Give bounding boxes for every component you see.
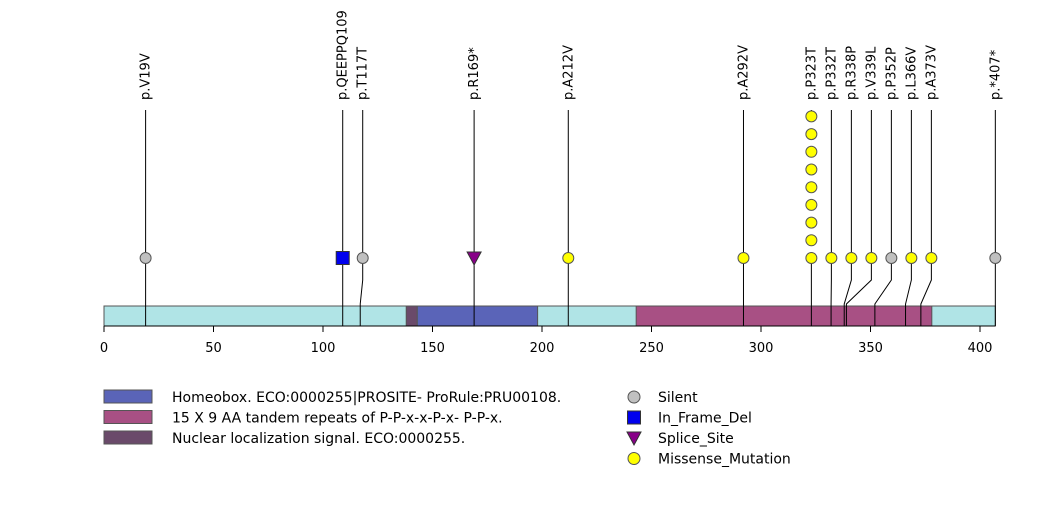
legend-type-label: Missense_Mutation	[658, 452, 791, 468]
domain-0	[417, 306, 537, 326]
legend-domain-swatch	[104, 411, 152, 424]
mutation-marker	[866, 253, 877, 264]
mutation-marker	[926, 253, 937, 264]
domain-1	[406, 306, 417, 326]
tick-label: 400	[968, 341, 993, 356]
mutation-label: p.A212V	[561, 45, 576, 100]
mutation-marker	[738, 253, 749, 264]
mutation-label: p.A373V	[924, 45, 939, 100]
mutation-label: p.T117T	[356, 47, 371, 100]
tick-label: 0	[100, 341, 108, 356]
legend-type-label: Silent	[658, 390, 698, 406]
tick-label: 100	[311, 341, 336, 356]
mutation-marker	[336, 252, 349, 265]
legend-type-swatch	[628, 411, 641, 424]
legend-domain-label: Nuclear localization signal. ECO:0000255…	[172, 431, 465, 447]
mutation-marker	[806, 129, 817, 140]
mutation-marker	[886, 253, 897, 264]
legend-type-swatch	[627, 432, 641, 445]
legend-domain-swatch	[104, 390, 152, 403]
mutation-marker	[467, 252, 481, 265]
mutation-marker	[806, 164, 817, 175]
mutation-marker	[357, 253, 368, 264]
mutation-marker	[826, 253, 837, 264]
mutation-label: p.V19V	[139, 53, 154, 100]
mutation-label: p.*407*	[988, 49, 1003, 100]
mutation-marker	[563, 253, 574, 264]
tick-label: 350	[858, 341, 883, 356]
mutation-marker	[990, 253, 1001, 264]
mutation-marker	[806, 217, 817, 228]
legend-type-label: In_Frame_Del	[658, 411, 752, 427]
mutation-marker	[906, 253, 917, 264]
mutation-label: p.R169*	[467, 47, 482, 100]
legend-type-swatch	[628, 391, 640, 403]
mutation-marker	[846, 253, 857, 264]
mutation-label: p.QEEPPQ109	[336, 10, 351, 100]
tick-label: 150	[420, 341, 445, 356]
mutation-label: p.P332T	[824, 47, 839, 100]
legend-domain-label: Homeobox. ECO:0000255|PROSITE- ProRule:P…	[172, 390, 561, 406]
mutation-marker	[140, 253, 151, 264]
tick-label: 50	[205, 341, 222, 356]
legend-domain-swatch	[104, 431, 152, 444]
mutation-marker	[806, 146, 817, 157]
mutation-marker	[806, 199, 817, 210]
mutation-marker	[806, 253, 817, 264]
mutation-label: p.P352P	[884, 47, 899, 100]
mutation-label: p.L366V	[904, 47, 919, 100]
mutation-marker	[806, 111, 817, 122]
tick-label: 300	[749, 341, 774, 356]
mutation-label: p.P323T	[804, 47, 819, 100]
legend-type-swatch	[628, 453, 640, 465]
legend-type-label: Splice_Site	[658, 431, 734, 447]
mutation-marker	[806, 182, 817, 193]
tick-label: 200	[530, 341, 555, 356]
tick-label: 250	[639, 341, 664, 356]
legend-domain-label: 15 X 9 AA tandem repeats of P-P-x-x-P-x-…	[172, 411, 503, 427]
mutation-label: p.A292V	[736, 45, 751, 100]
mutation-marker	[806, 235, 817, 246]
mutation-label: p.R338P	[844, 46, 859, 100]
mutation-label: p.V339L	[864, 46, 879, 100]
domain-2	[636, 306, 932, 326]
